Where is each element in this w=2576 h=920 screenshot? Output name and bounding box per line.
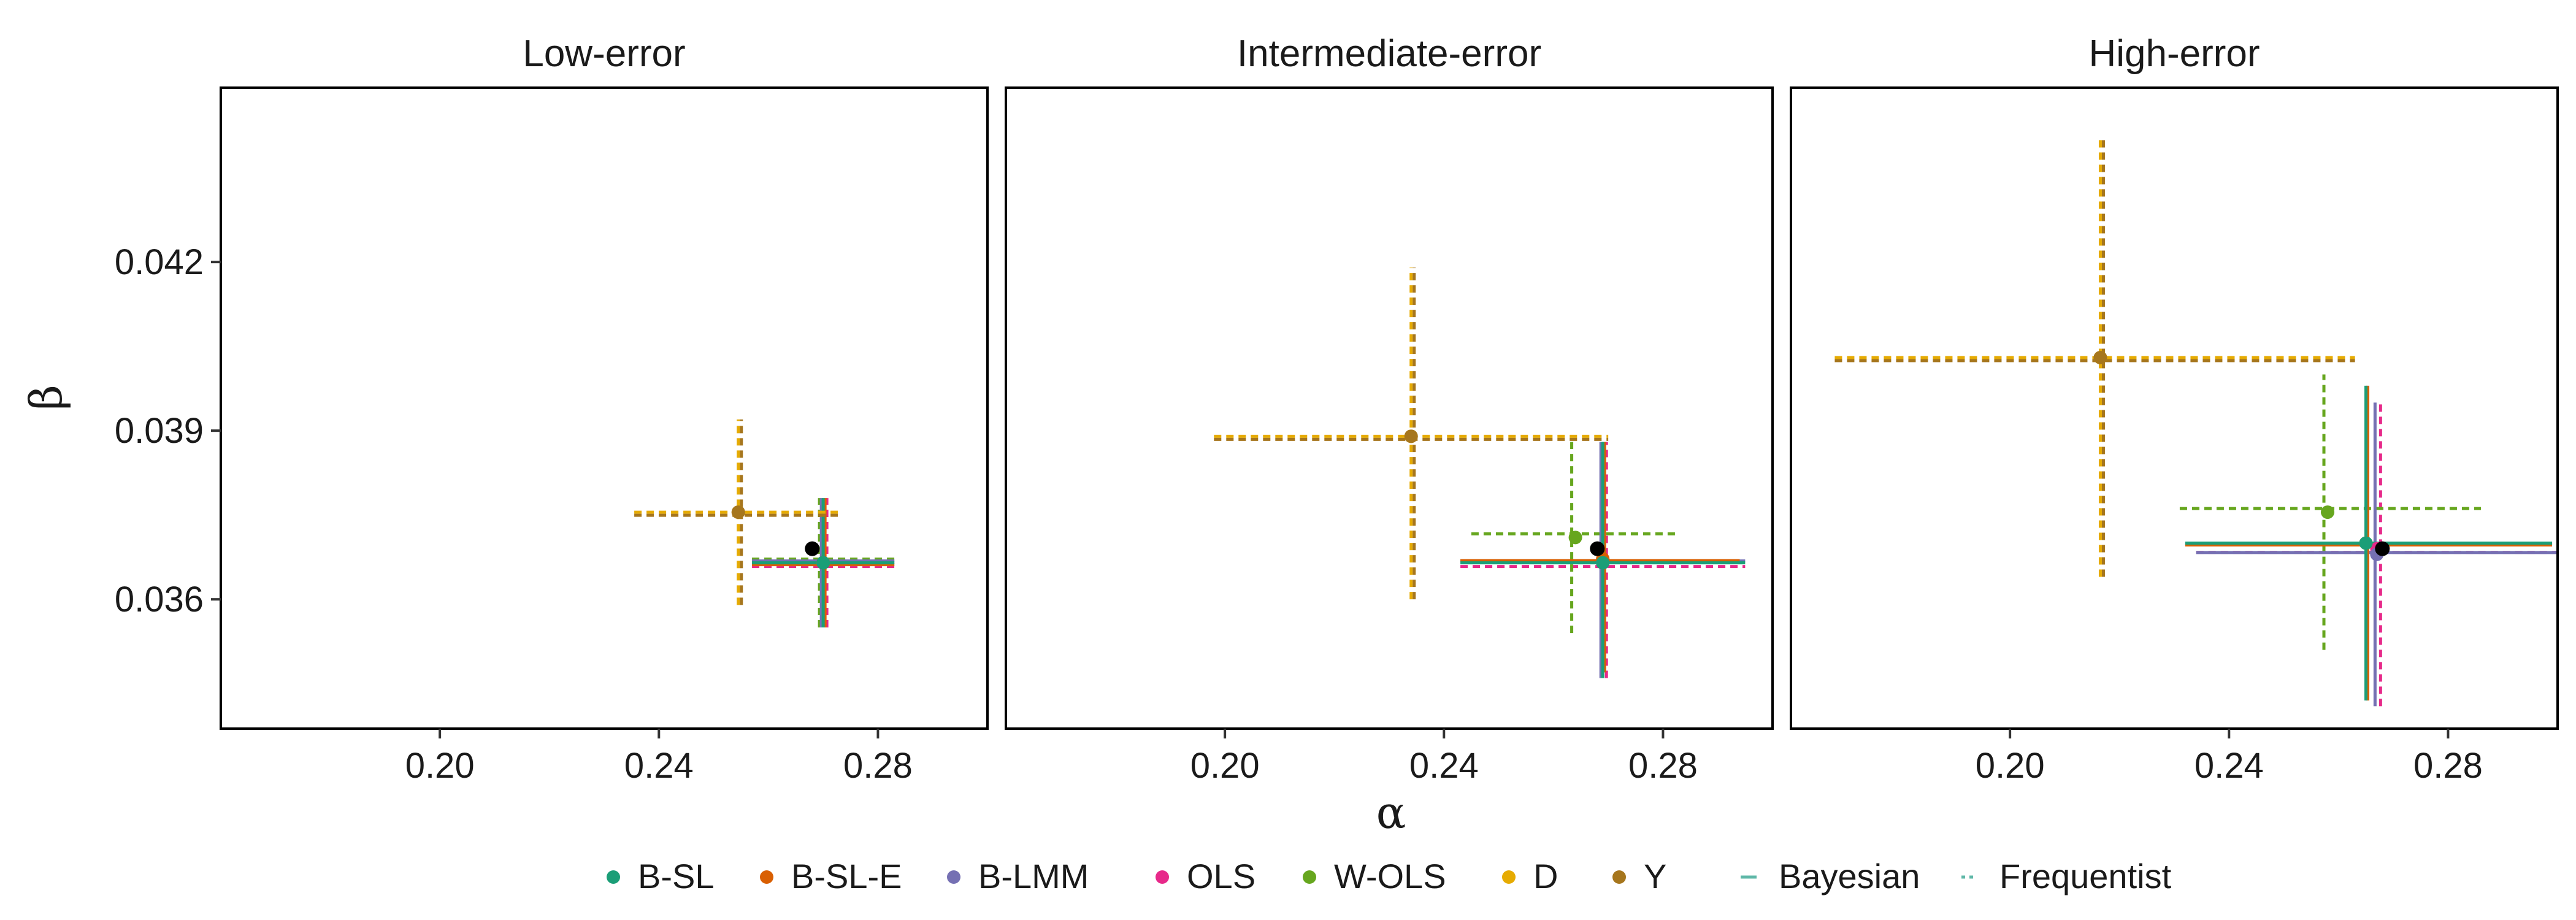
legend-swatch-ols bbox=[1156, 870, 1169, 884]
panel-title: High-error bbox=[2088, 33, 2260, 75]
legend-swatch-w-ols bbox=[1303, 870, 1316, 884]
panel-1: Low-error 0.20 0.24 0.28 0.036 0.039 0.042 bbox=[115, 33, 989, 786]
panel-title: Low-error bbox=[523, 33, 685, 75]
panels: Low-error 0.20 0.24 0.28 0.036 0.039 0.042 Inte… bbox=[115, 33, 2559, 786]
legend-label-ols: OLS bbox=[1187, 857, 1255, 895]
true-value-point bbox=[805, 541, 820, 556]
x-tick-label: 0.20 bbox=[1976, 746, 2045, 786]
legend-label-b-sl: B-SL bbox=[638, 857, 715, 895]
legend-swatch-b-sl bbox=[607, 870, 620, 884]
panel-border bbox=[220, 86, 989, 730]
x-tick-label: 0.24 bbox=[624, 746, 694, 786]
legend-label-d: D bbox=[1533, 857, 1558, 895]
y-tick-label: 0.039 bbox=[115, 411, 204, 451]
plot-area bbox=[634, 419, 895, 627]
x-tick-label: 0.28 bbox=[843, 746, 913, 786]
legend-swatch-b-lmm bbox=[947, 870, 960, 884]
plot-area bbox=[1214, 267, 1746, 678]
point-w-ols bbox=[2321, 505, 2334, 519]
legend-label-b-lmm: B-LMM bbox=[978, 857, 1089, 895]
panel-2: Intermediate-error 0.20 0.24 0.28 bbox=[1005, 33, 1774, 786]
legend-label-w-ols: W-OLS bbox=[1334, 857, 1446, 895]
plot-area bbox=[1834, 138, 2558, 707]
legend-swatch-y bbox=[1612, 870, 1626, 884]
true-value-point bbox=[2375, 541, 2390, 556]
x-tick-label: 0.28 bbox=[2413, 746, 2483, 786]
panel-border bbox=[1005, 86, 1774, 730]
point-y bbox=[1404, 429, 1418, 443]
point-y bbox=[731, 505, 745, 519]
point-b-sl bbox=[1596, 556, 1610, 570]
x-axis-title: α bbox=[1376, 787, 1406, 838]
x-tick-label: 0.20 bbox=[1190, 746, 1260, 786]
x-tick-label: 0.28 bbox=[1628, 746, 1698, 786]
y-axis-title: β bbox=[20, 385, 72, 410]
point-b-sl bbox=[816, 556, 830, 570]
x-tick-label: 0.24 bbox=[2195, 746, 2264, 786]
point-w-ols bbox=[1568, 531, 1582, 545]
x-tick-label: 0.24 bbox=[1409, 746, 1479, 786]
panel-border bbox=[1790, 86, 2559, 730]
point-b-sl bbox=[2359, 536, 2373, 550]
legend-label-bayesian: Bayesian bbox=[1779, 857, 1920, 895]
y-tick-label: 0.042 bbox=[115, 242, 204, 282]
legend-label-y: Y bbox=[1644, 857, 1666, 895]
point-y bbox=[2093, 351, 2107, 364]
true-value-point bbox=[1590, 541, 1605, 556]
legend-label-b-sl-e: B-SL-E bbox=[791, 857, 902, 895]
legend-label-frequentist: Frequentist bbox=[1999, 857, 2172, 895]
legend-swatch-d bbox=[1502, 870, 1516, 884]
x-tick-label: 0.20 bbox=[405, 746, 475, 786]
panel-title: Intermediate-error bbox=[1237, 33, 1541, 75]
legend-swatch-b-sl-e bbox=[760, 870, 773, 884]
legend: B-SL B-SL-E B-LMM OLS W-OLS D Y Bayesian Frequen… bbox=[607, 857, 2172, 895]
panel-3: High-error 0.20 0.24 0.28 bbox=[1790, 33, 2559, 786]
y-tick-label: 0.036 bbox=[115, 580, 204, 619]
